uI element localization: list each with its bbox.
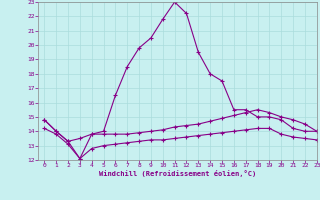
X-axis label: Windchill (Refroidissement éolien,°C): Windchill (Refroidissement éolien,°C)	[99, 170, 256, 177]
